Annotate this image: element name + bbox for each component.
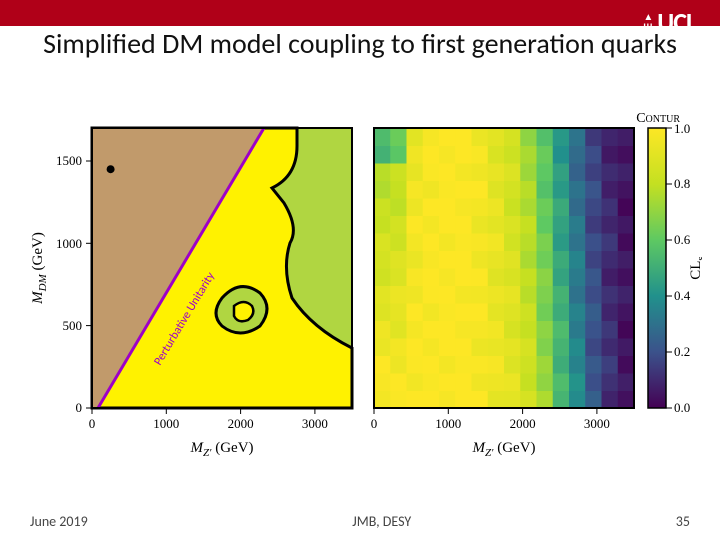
svg-text:500: 500 (63, 318, 83, 333)
svg-text:3000: 3000 (302, 416, 328, 431)
footer-date: June 2019 (30, 513, 88, 530)
svg-text:1000: 1000 (153, 416, 179, 431)
colorbar: 0.0 0.2 0.4 0.6 0.8 1.0 CLs (648, 121, 702, 415)
svg-text:1000: 1000 (56, 236, 82, 251)
svg-text:0.2: 0.2 (674, 344, 690, 359)
svg-text:2000: 2000 (228, 416, 254, 431)
ucl-logo: ▲Ш UCL (643, 6, 696, 38)
logo-dome-icon: ▲Ш (643, 12, 653, 32)
colorbar-label: CLs (688, 256, 702, 279)
svg-text:1000: 1000 (435, 416, 461, 431)
footer-page: 35 (676, 513, 690, 530)
plot-area: Contur Perturbative Unitarity 0 (18, 104, 702, 464)
logo-text: UCL (657, 6, 696, 38)
data-point (107, 165, 115, 173)
svg-text:2000: 2000 (510, 416, 536, 431)
svg-text:0.4: 0.4 (674, 288, 691, 303)
svg-text:0.8: 0.8 (674, 176, 690, 191)
contour-island-inner (234, 302, 253, 321)
right-xticks: 0 1000 2000 3000 (371, 408, 610, 431)
footer: June 2019 JMB, DESY 35 (0, 513, 720, 530)
left-xticks: 0 1000 2000 3000 (89, 408, 328, 431)
svg-text:0: 0 (76, 400, 83, 415)
svg-text:0: 0 (89, 416, 96, 431)
svg-text:0: 0 (371, 416, 378, 431)
header-bar (0, 0, 720, 26)
left-ylabel: MDM (GeV) (30, 232, 49, 305)
heatmap-cells (374, 128, 635, 409)
svg-text:3000: 3000 (584, 416, 610, 431)
svg-text:1.0: 1.0 (674, 121, 690, 136)
footer-author: JMB, DESY (352, 513, 411, 530)
left-xlabel: MZ′ (GeV) (189, 440, 253, 459)
left-panel: Perturbative Unitarity 0 1000 2000 3000 … (30, 128, 352, 459)
svg-text:1500: 1500 (56, 153, 82, 168)
right-xlabel: MZ′ (GeV) (471, 440, 535, 459)
left-yticks: 0 500 1000 1500 (56, 153, 92, 415)
right-panel: 0 1000 2000 3000 MZ′ (GeV) (371, 128, 635, 459)
svg-text:0.6: 0.6 (674, 232, 691, 247)
svg-text:0.0: 0.0 (674, 400, 690, 415)
slide-title: Simplified DM model coupling to first ge… (0, 28, 720, 60)
